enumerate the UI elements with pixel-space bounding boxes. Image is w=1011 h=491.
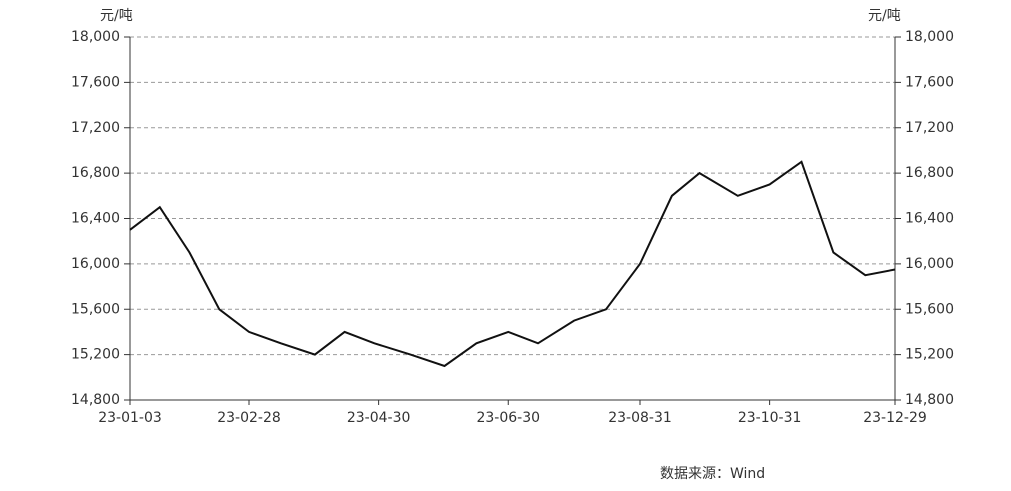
x-tick-label: 23-12-29 bbox=[863, 410, 927, 426]
x-tick-label: 23-06-30 bbox=[476, 410, 540, 426]
y-tick-label: 14,800 bbox=[71, 392, 120, 408]
y-tick-label: 16,400 bbox=[71, 211, 120, 227]
y-tick-label: 15,200 bbox=[71, 347, 120, 363]
y2-tick-label: 17,600 bbox=[905, 74, 954, 90]
y-unit: 元/吨 bbox=[100, 8, 133, 24]
y2-tick-label: 16,000 bbox=[905, 256, 954, 272]
y-tick-label: 18,000 bbox=[71, 29, 120, 45]
y2-tick-label: 18,000 bbox=[905, 29, 954, 45]
y-tick-label: 17,200 bbox=[71, 120, 120, 136]
x-tick-label: 23-02-28 bbox=[217, 410, 281, 426]
y-tick-label: 16,800 bbox=[71, 165, 120, 181]
y-tick-label: 16,000 bbox=[71, 256, 120, 272]
y2-tick-label: 16,400 bbox=[905, 211, 954, 227]
x-tick-label: 23-08-31 bbox=[608, 410, 672, 426]
x-tick-label: 23-10-31 bbox=[738, 410, 802, 426]
y2-tick-label: 15,200 bbox=[905, 347, 954, 363]
x-tick-label: 23-04-30 bbox=[347, 410, 411, 426]
y2-tick-label: 14,800 bbox=[905, 392, 954, 408]
y2-tick-label: 15,600 bbox=[905, 301, 954, 317]
y-tick-label: 17,600 bbox=[71, 74, 120, 90]
y2-tick-label: 17,200 bbox=[905, 120, 954, 136]
series-line bbox=[129, 160, 896, 368]
y-tick-label: 15,600 bbox=[71, 301, 120, 317]
source: 数据来源：Wind bbox=[660, 466, 765, 482]
y2-tick-label: 16,800 bbox=[905, 165, 954, 181]
y2-unit: 元/吨 bbox=[868, 8, 901, 24]
x-tick-label: 23-01-03 bbox=[98, 410, 162, 426]
